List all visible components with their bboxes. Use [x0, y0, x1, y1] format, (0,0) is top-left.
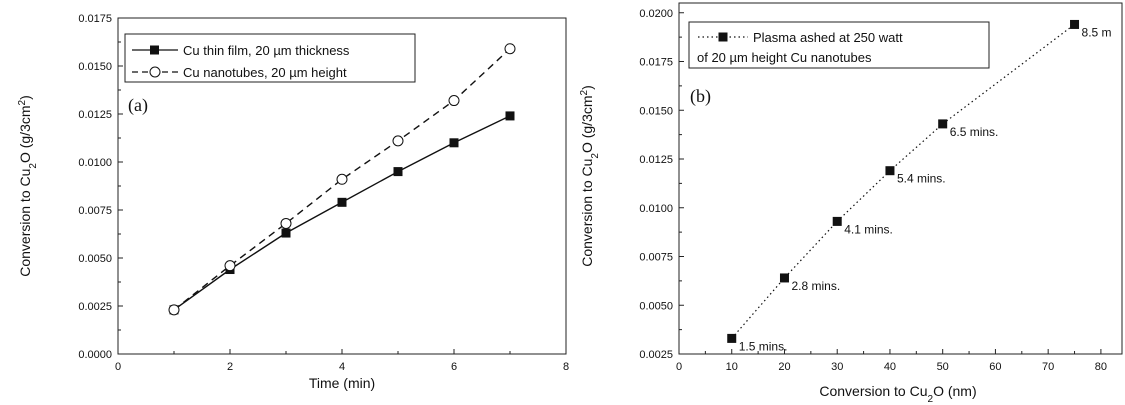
x-tick-label-b: 70 — [1042, 361, 1054, 373]
data-label-b: 5.4 mins. — [897, 172, 946, 186]
data-point-b — [779, 273, 789, 283]
y-tick-label-a: 0.0075 — [78, 205, 112, 217]
data-point-b — [885, 166, 895, 176]
x-tick-label-a: 0 — [115, 361, 121, 373]
series-line-b — [731, 23, 1075, 339]
legend-label-plasma-line2: of 20 µm height Cu nanotubes — [697, 50, 872, 65]
data-point-a-0 — [281, 228, 291, 238]
data-label-b: 4.1 mins. — [844, 222, 893, 236]
data-point-b — [727, 333, 737, 343]
y-tick-label-b: 0.0175 — [639, 57, 673, 69]
data-point-a-1 — [280, 217, 292, 229]
y-tick-label-a: 0.0000 — [78, 349, 112, 361]
x-tick-label-a: 2 — [227, 361, 233, 373]
series-group-b: 1.5 mins. 2.8 mins. 4.1 mins. 5.4 mins. 6.5 … — [727, 19, 1112, 353]
x-axis-label-b: Conversion to Cu2O (nm) — [819, 383, 976, 405]
y-tick-label-a: 0.0150 — [78, 61, 112, 73]
data-label-b: 6.5 mins. — [950, 125, 999, 139]
y-tick-label-a: 0.0050 — [78, 253, 112, 265]
data-point-a-1 — [224, 260, 236, 272]
series-line-a-0 — [173, 115, 511, 311]
x-axis-label-a: Time (min) — [309, 375, 375, 391]
y-tick-label-a: 0.0125 — [78, 109, 112, 121]
data-point-a-1 — [504, 43, 516, 55]
legend-label-plasma-line1: Plasma ashed at 250 watt — [753, 30, 903, 45]
data-point-b — [938, 119, 948, 129]
data-point-a-1 — [392, 135, 404, 147]
legend-box-b — [688, 21, 990, 69]
y-tick-label-b: 0.0100 — [639, 203, 673, 215]
y-tick-label-b: 0.0050 — [639, 300, 673, 312]
y-tick-label-b: 0.0150 — [639, 105, 673, 117]
y-axis-label-b: Conversion to Cu2O (g/3cm2) — [579, 85, 601, 267]
legend-label-thin-film: Cu thin film, 20 µm thickness — [183, 43, 350, 58]
y-axis-label-a: Conversion to Cu2O (g/3cm2) — [17, 95, 39, 277]
chart-panel-a: (a) 0.0000 0.0025 0.0050 0.0075 0.0100 0.0125… — [17, 13, 570, 391]
x-tick-label-b: 0 — [676, 361, 682, 373]
y-tick-label-b: 0.0125 — [639, 154, 673, 166]
x-axis-ticks-b: 0 10 20 30 40 50 60 70 80 — [676, 349, 1107, 373]
chart-panel-b: (b) 0.0025 0.0050 0.0075 0.0100 0.0125 0.0150… — [579, 2, 1123, 405]
data-label-b: 1.5 mins. — [739, 339, 788, 353]
legend-box-a — [124, 33, 416, 83]
data-point-a-0 — [393, 167, 403, 177]
legend-a: Cu thin film, 20 µm thickness Cu nanotub… — [124, 33, 416, 83]
x-axis-ticks-a: 0 2 4 6 8 — [115, 349, 569, 373]
legend-marker-nanotubes — [149, 66, 161, 78]
x-tick-label-a: 8 — [563, 361, 569, 373]
data-point-a-0 — [505, 111, 515, 121]
plot-frame-b — [678, 2, 1123, 355]
x-tick-label-a: 6 — [451, 361, 457, 373]
x-tick-label-b: 20 — [778, 361, 790, 373]
x-tick-label-a: 4 — [339, 361, 345, 373]
y-tick-label-a: 0.0175 — [78, 13, 112, 25]
data-point-a-1 — [336, 173, 348, 185]
x-tick-label-b: 80 — [1095, 361, 1107, 373]
y-tick-label-a: 0.0025 — [78, 301, 112, 313]
panel-label-a: (a) — [128, 95, 148, 116]
x-tick-label-b: 40 — [884, 361, 896, 373]
series-group-a — [168, 43, 516, 316]
legend-marker-thin-film — [150, 45, 159, 55]
y-axis-ticks-b: 0.0025 0.0050 0.0075 0.0100 0.0125 0.0150 0.01… — [639, 8, 684, 361]
data-point-a-0 — [337, 197, 347, 207]
y-axis-ticks-a: 0.0000 0.0025 0.0050 0.0075 0.0100 0.0125 0.01… — [78, 13, 123, 361]
legend-label-nanotubes: Cu nanotubes, 20 µm height — [183, 65, 347, 80]
y-tick-label-b: 0.0025 — [639, 349, 673, 361]
x-tick-label-b: 10 — [726, 361, 738, 373]
data-point-b — [832, 216, 842, 226]
legend-marker-plasma — [718, 32, 728, 42]
x-tick-label-b: 30 — [831, 361, 843, 373]
panel-label-b: (b) — [690, 86, 711, 107]
data-label-b: 8.5 m — [1082, 25, 1112, 39]
data-label-b: 2.8 mins. — [791, 279, 840, 293]
data-point-a-0 — [449, 138, 459, 148]
legend-b: Plasma ashed at 250 watt of 20 µm height… — [688, 21, 990, 69]
data-point-a-1 — [168, 304, 180, 316]
data-point-a-1 — [448, 95, 460, 107]
x-tick-label-b: 50 — [937, 361, 949, 373]
data-point-b — [1070, 19, 1080, 29]
y-tick-label-b: 0.0075 — [639, 252, 673, 264]
x-tick-label-b: 60 — [989, 361, 1001, 373]
y-tick-label-b: 0.0200 — [639, 8, 673, 20]
y-tick-label-a: 0.0100 — [78, 157, 112, 169]
